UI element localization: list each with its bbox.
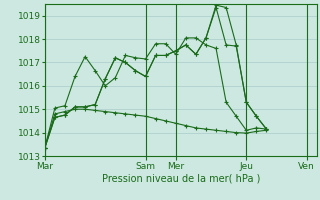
X-axis label: Pression niveau de la mer( hPa ): Pression niveau de la mer( hPa )	[102, 173, 260, 183]
